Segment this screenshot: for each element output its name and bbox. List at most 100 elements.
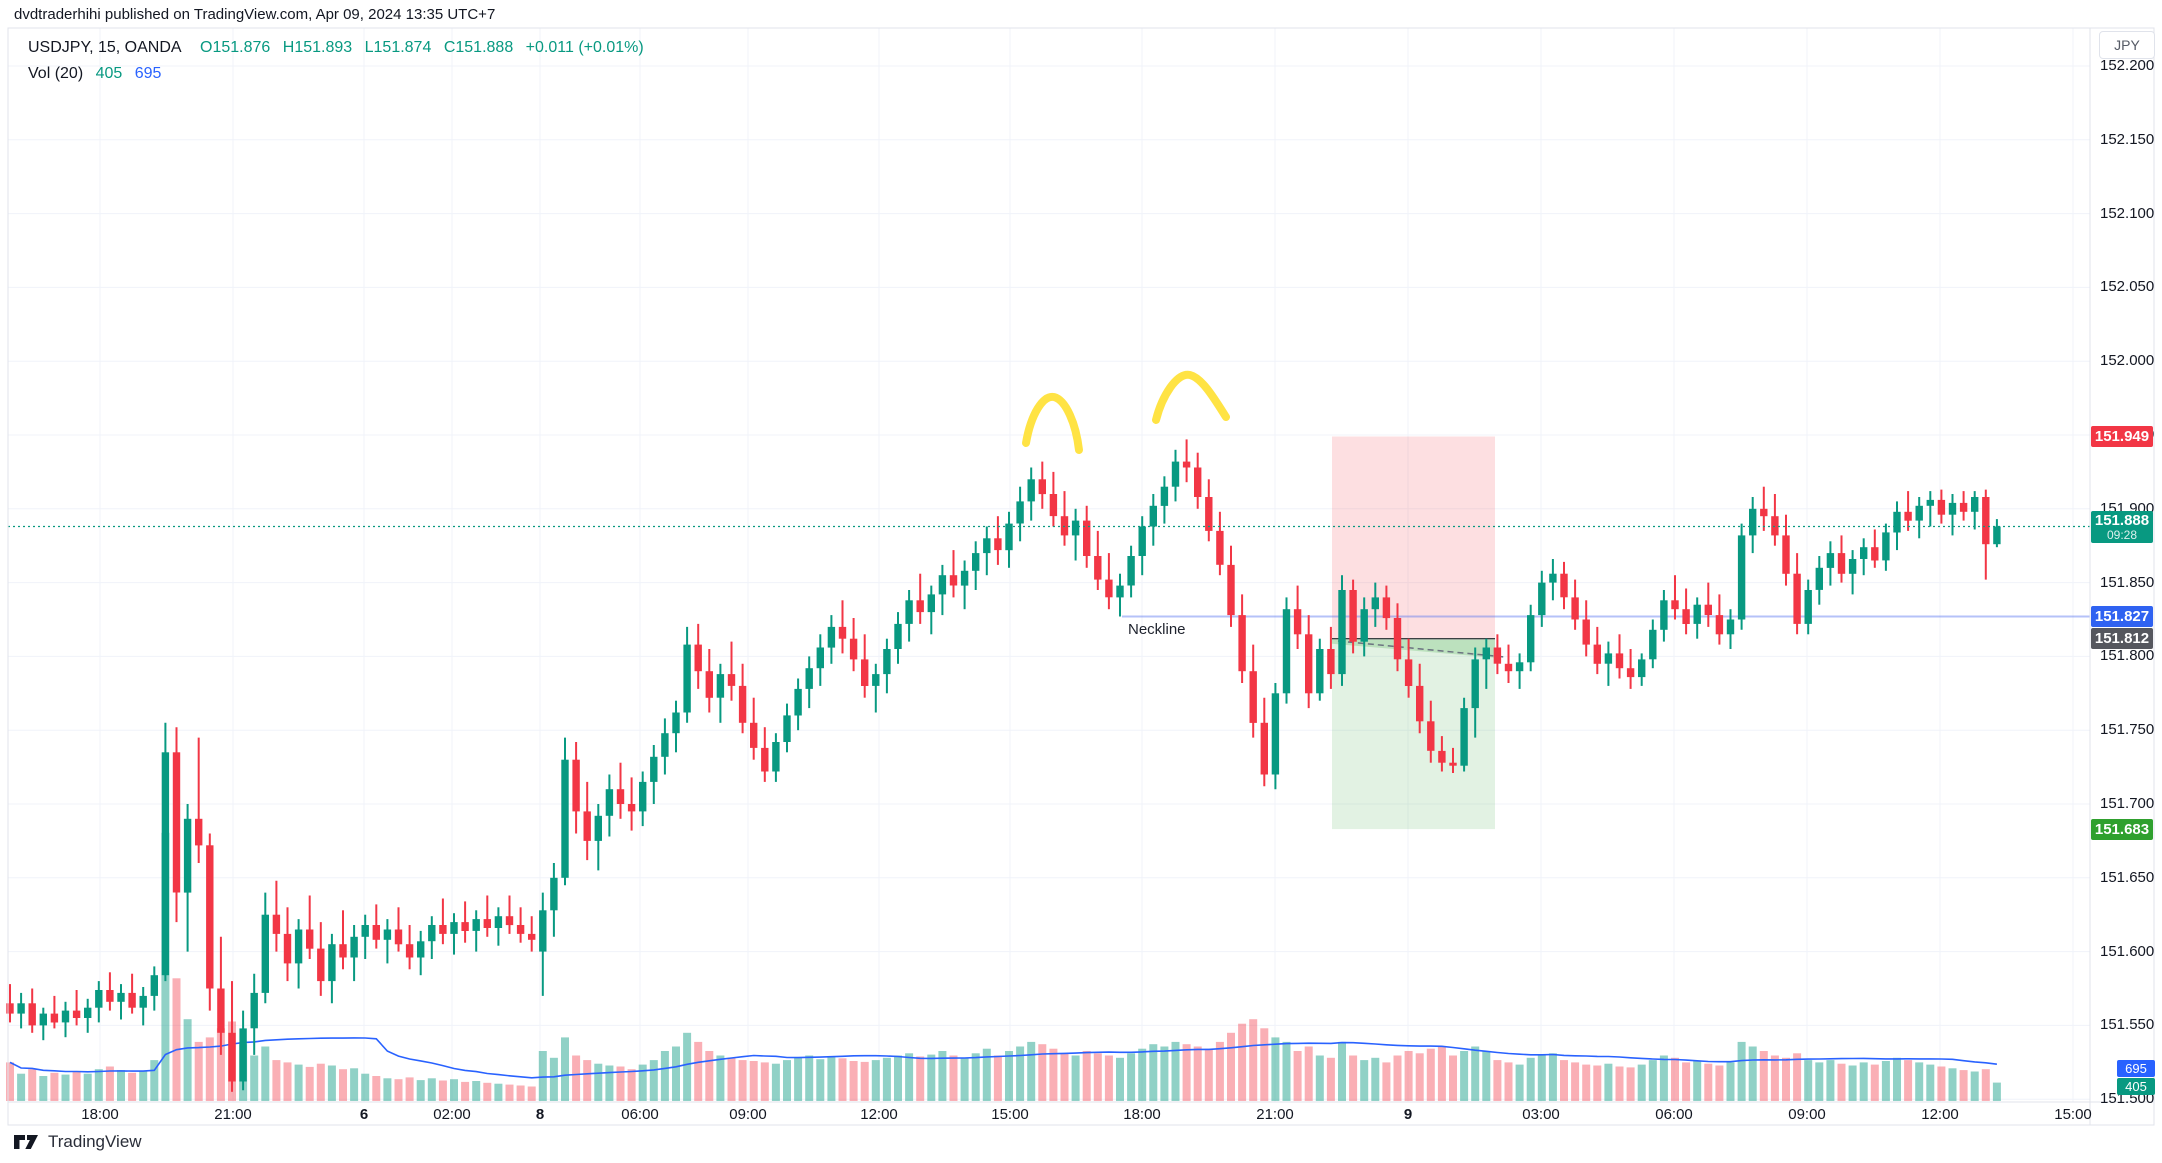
- candle-body: [328, 944, 336, 982]
- candle-body: [1116, 585, 1124, 598]
- volume-bar: [1082, 1051, 1091, 1101]
- candle-body: [1915, 505, 1923, 521]
- volume-bar: [61, 1074, 70, 1101]
- candle-body: [1704, 604, 1712, 615]
- volume-bar: [572, 1055, 581, 1101]
- top-2-arc[interactable]: [1152, 370, 1230, 424]
- entry-price-label[interactable]: 151.812: [2091, 628, 2153, 650]
- volume-bar: [361, 1073, 370, 1101]
- volume-bar: [1682, 1062, 1691, 1101]
- volume-bar: [1071, 1055, 1080, 1101]
- candle-body: [61, 1010, 70, 1023]
- candle-body: [1904, 511, 1912, 521]
- time-tick-label: 8: [535, 1106, 545, 1123]
- volume-bar: [450, 1079, 458, 1101]
- candle-body: [1016, 501, 1024, 524]
- volume-bar: [1770, 1055, 1779, 1101]
- candle-body: [1038, 479, 1046, 495]
- volume-bar: [1648, 1060, 1657, 1101]
- candle-body: [1249, 671, 1257, 723]
- risk-zone-box[interactable]: [1332, 436, 1495, 639]
- symbol-title[interactable]: USDJPY, 15, OANDA: [28, 39, 182, 56]
- volume-bar: [1149, 1044, 1158, 1101]
- volume-bar: [1548, 1053, 1557, 1101]
- tradingview-logo-text: TradingView: [48, 1132, 142, 1151]
- volume-bar: [394, 1079, 403, 1101]
- candle-body: [306, 929, 314, 949]
- profit-zone-box[interactable]: [1332, 638, 1495, 830]
- volume-bar: [1171, 1041, 1180, 1101]
- candle-body: [1060, 516, 1069, 536]
- time-tick-label: 06:00: [621, 1106, 659, 1123]
- price-tick-label: 152.200: [2100, 57, 2155, 74]
- volume-bar: [871, 1060, 880, 1101]
- candle-body: [84, 1007, 92, 1018]
- price-tick-label: 151.550: [2100, 1016, 2155, 1034]
- time-tick-label: 6: [359, 1106, 369, 1123]
- candle-body: [1971, 497, 1979, 512]
- volume-bar: [283, 1062, 292, 1101]
- volume-bar: [894, 1055, 902, 1101]
- last-price-label[interactable]: 151.888 09:28: [2091, 510, 2153, 543]
- volume-bar: [405, 1077, 414, 1101]
- volume-bar: [1360, 1060, 1369, 1101]
- volume-bar: [1027, 1041, 1036, 1101]
- volume-bar: [1049, 1048, 1058, 1101]
- currency-button[interactable]: JPY: [2099, 31, 2155, 59]
- volume-bar: [383, 1078, 392, 1101]
- volume-bar: [716, 1055, 725, 1101]
- volume-axis-label: 695: [2117, 1060, 2155, 1077]
- volume-bar: [638, 1064, 647, 1101]
- candle-body: [372, 925, 380, 940]
- volume-bar: [1904, 1060, 1913, 1101]
- candle-body: [661, 733, 669, 757]
- volume-indicator-label[interactable]: Vol (20): [28, 65, 84, 82]
- candle-body: [439, 925, 447, 934]
- candle-body: [872, 674, 880, 686]
- candle-body: [172, 752, 181, 893]
- candle-body: [95, 990, 103, 1008]
- candle-body: [1515, 662, 1524, 672]
- candle-body: [572, 759, 580, 812]
- ohlc-high: H151.893: [282, 39, 353, 56]
- volume-bar: [1759, 1051, 1768, 1101]
- volume-bar: [838, 1058, 847, 1101]
- volume-bar: [294, 1064, 303, 1101]
- candle-body: [228, 1032, 236, 1082]
- volume-bar: [216, 1028, 225, 1101]
- stop-price-label[interactable]: 151.949: [2091, 425, 2153, 447]
- volume-bar: [1815, 1062, 1824, 1101]
- candle-body: [827, 626, 836, 648]
- volume-bar: [350, 1068, 359, 1101]
- time-tick-label: 12:00: [860, 1106, 898, 1123]
- top-1-arc[interactable]: [1022, 392, 1083, 454]
- neckline-text-label[interactable]: Neckline: [1128, 621, 1186, 638]
- volume-bar: [1992, 1082, 2001, 1101]
- volume-bar: [616, 1066, 625, 1101]
- candle-body: [117, 992, 125, 1002]
- volume-bar: [139, 1071, 148, 1101]
- volume-bar: [594, 1063, 603, 1101]
- candle-body: [561, 759, 569, 878]
- volume-bar: [627, 1069, 636, 1101]
- candle-body: [1194, 467, 1202, 497]
- candle-body: [639, 781, 647, 812]
- volume-bar: [150, 1060, 159, 1101]
- candle-body: [838, 626, 847, 639]
- candle-body: [1393, 618, 1402, 660]
- pattern-dashed-line[interactable]: [1337, 640, 1506, 658]
- candle-body: [1538, 582, 1546, 616]
- target-price-label[interactable]: 151.683: [2091, 818, 2153, 840]
- candle-body: [1482, 647, 1490, 660]
- legend-volume-row: Vol (20) 405 695: [28, 62, 652, 86]
- volume-bar: [1715, 1065, 1724, 1101]
- candle-body: [705, 671, 713, 698]
- neckline-price-label[interactable]: 151.827: [2091, 606, 2153, 628]
- ohlc-close: C151.888: [443, 39, 514, 56]
- candle-body: [128, 992, 136, 1008]
- volume-bar: [794, 1057, 803, 1101]
- time-tick-label: 21:00: [1256, 1106, 1294, 1123]
- tradingview-branding[interactable]: TradingView: [14, 1132, 142, 1152]
- price-tick-label: 152.100: [2100, 204, 2155, 222]
